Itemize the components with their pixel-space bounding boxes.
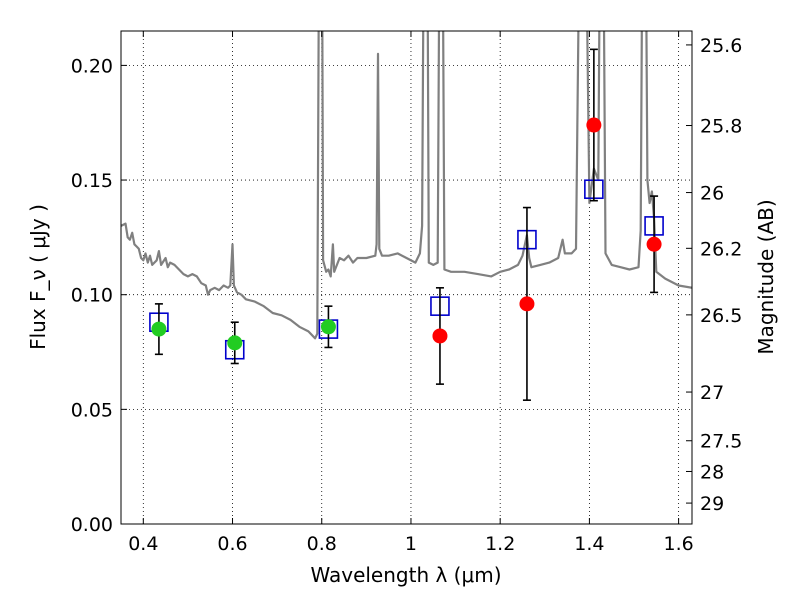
y2-axis-label: Magnitude (AB) [754,199,778,354]
plot-area [121,31,692,524]
y-tick-label: 0.15 [71,170,113,192]
observed-flux-point [151,321,167,337]
y-tick-label: 0.10 [71,285,113,307]
mag-tick-label: 26.2 [700,238,742,260]
model-spectrum-line [121,31,692,340]
mag-tick-label: 26 [700,183,724,205]
observed-flux-point [519,296,535,312]
mag-tick-label: 27 [700,382,724,404]
point-layer [149,48,664,401]
x-tick-label: 1.2 [485,533,515,555]
data-layer [121,31,692,340]
x-tick-label: 1 [405,533,417,555]
plot-frame [120,30,693,525]
x-tick-label: 0.8 [307,533,337,555]
observed-flux-point [646,236,662,252]
x-tick-label: 0.4 [128,533,158,555]
y-tick-label: 0.20 [71,55,113,77]
observed-flux-point [586,117,602,133]
x-tick-label: 0.6 [217,533,247,555]
mag-tick-label: 28 [700,461,724,483]
x-tick-label: 1.4 [574,533,604,555]
observed-flux-point [320,319,336,335]
x-axis-label: Wavelength λ (μm) [310,563,501,587]
y-axis-label: Flux F_ν ( μJy ) [26,204,50,350]
mag-tick-label: 25.6 [700,35,742,57]
observed-flux-point [227,335,243,351]
mag-tick-label: 26.5 [700,305,742,327]
ticks: 0.4 0.6 0.8 1 1.2 1.4 1.6 0.00 0.05 0.10 0.15 0.20 2… [71,31,742,555]
y-tick-label: 0.00 [71,514,113,536]
observed-flux-point [432,328,448,344]
y-tick-label: 0.05 [71,399,113,421]
x-tick-label: 1.6 [664,533,694,555]
mag-tick-label: 25.8 [700,116,742,138]
mag-tick-label: 27.5 [700,431,742,453]
mag-tick-label: 29 [700,493,724,515]
